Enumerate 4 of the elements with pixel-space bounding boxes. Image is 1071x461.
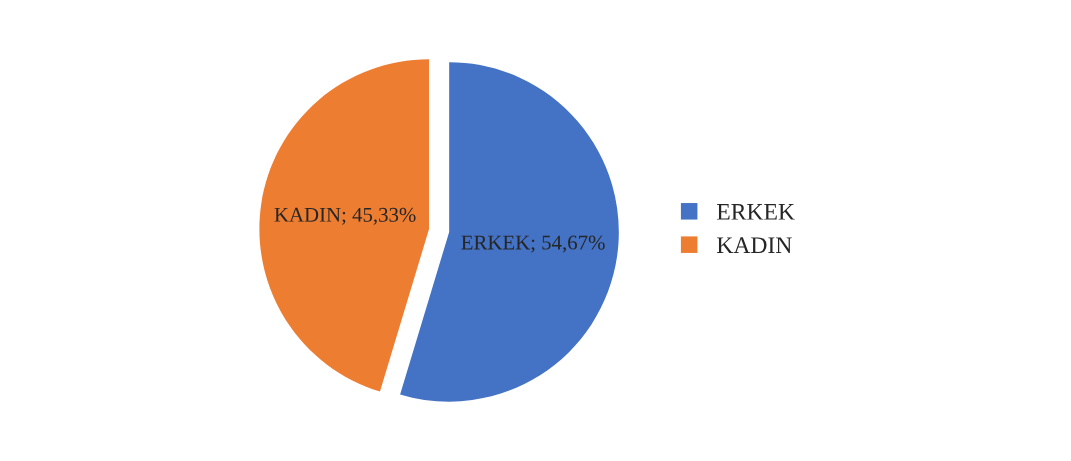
data-label: KADIN; 45,33% bbox=[274, 207, 416, 225]
legend-label: KADIN bbox=[717, 237, 792, 253]
data-label: ERKEK; 54,67% bbox=[461, 235, 605, 253]
legend-label: ERKEK bbox=[717, 204, 795, 220]
